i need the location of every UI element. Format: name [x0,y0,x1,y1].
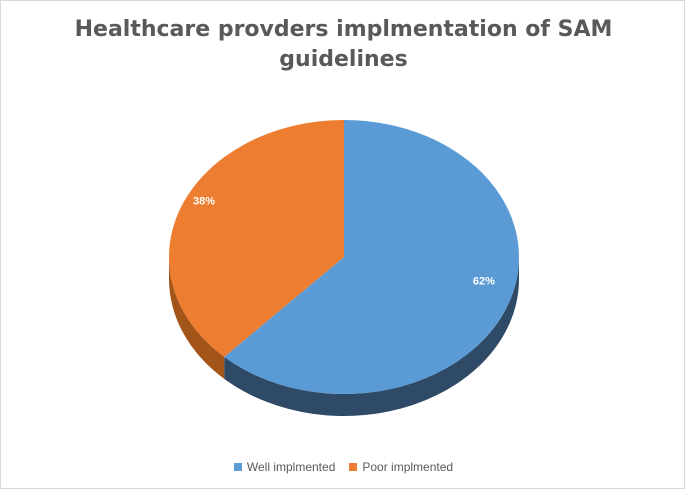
legend-swatch-well-implmented [233,463,242,471]
pie-sides [169,257,519,417]
legend-swatch-poor-implmented [349,463,358,471]
legend-item-poor-implmented: Poor implmented [349,460,453,474]
legend-item-well-implmented: Well implmented [233,460,336,474]
chart-title: Healthcare provders implmentation of SAM… [74,17,613,72]
pie-side-0 [224,257,519,417]
pie-slice-poor-implmented [168,120,344,357]
pie-slices [168,120,519,395]
legend-label-poor-implmented: Poor implmented [362,460,454,474]
legend-label-well-implmented: Well implmented [246,460,336,474]
pie-slice-well-implmented [224,120,519,395]
pie-data-labels: 62% 38% [193,196,495,288]
legend: Well implmented Poor implmented [1,459,685,475]
pie-side-1 [169,257,225,379]
data-label-1: 38% [193,196,215,208]
data-label-0: 62% [473,276,495,288]
